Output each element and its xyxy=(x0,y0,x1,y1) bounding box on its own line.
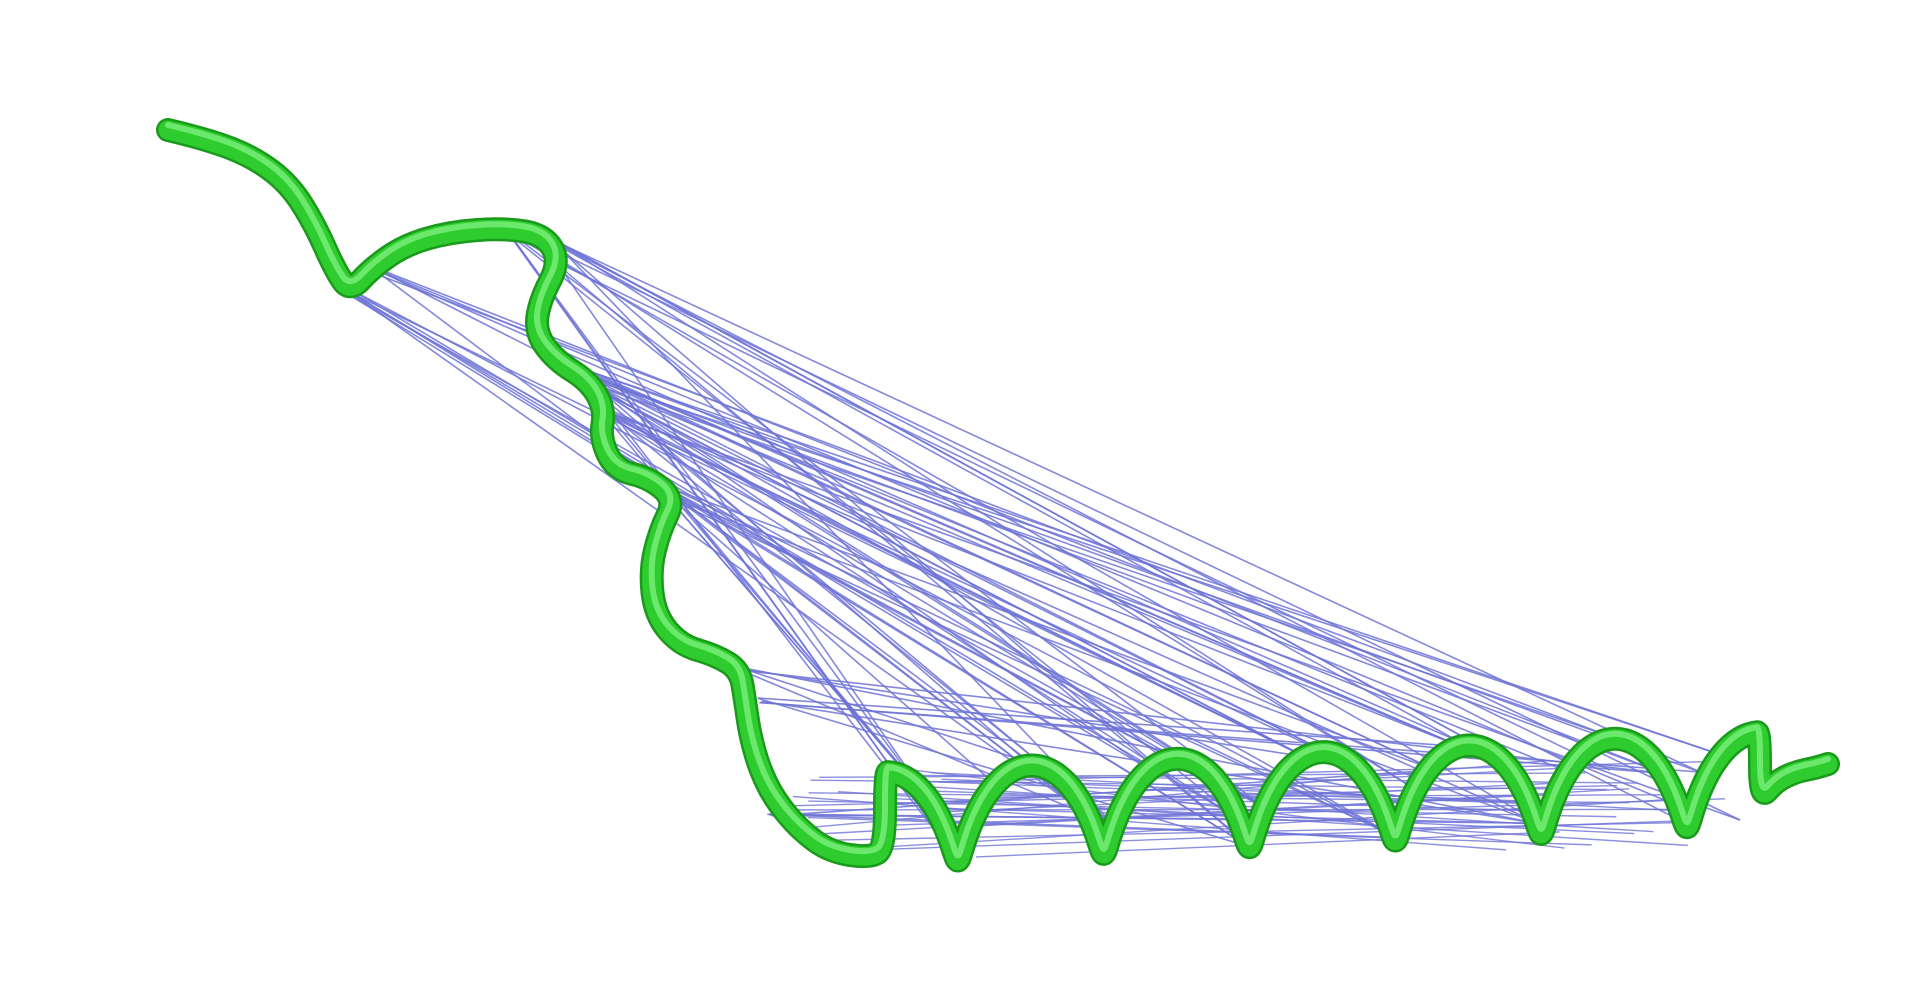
restraint-line xyxy=(606,410,1306,758)
backbone-highlight xyxy=(165,122,1831,859)
restraint-line xyxy=(553,361,1664,775)
restraint-line xyxy=(506,230,938,812)
restraint-line xyxy=(605,411,1741,821)
restraint-line xyxy=(557,361,1569,773)
restraint-line xyxy=(554,358,1722,756)
restraint-line xyxy=(587,383,1306,758)
restraint-line xyxy=(646,476,996,785)
restraint-line xyxy=(738,668,1089,816)
restraint-line xyxy=(556,263,1251,848)
restraint-line xyxy=(349,288,1398,839)
restraint-line xyxy=(591,383,1617,740)
restraint-line xyxy=(347,290,1151,771)
restraint-line xyxy=(505,228,1265,809)
protein-backbone-tube xyxy=(156,118,1840,873)
restraint-line xyxy=(591,382,1357,769)
restraint-line xyxy=(541,234,1701,773)
restraint-line xyxy=(648,479,1436,771)
restraint-line xyxy=(348,294,1251,848)
restraint-line xyxy=(544,233,1417,791)
restraint-line xyxy=(602,408,1461,748)
restraint-line xyxy=(561,263,1611,771)
restraint-line xyxy=(604,406,1546,827)
restraint-line xyxy=(673,498,1546,827)
restraint-line xyxy=(372,272,1617,740)
restraint-line xyxy=(546,238,1685,824)
restraint-line xyxy=(554,356,1436,771)
restraint-line xyxy=(503,224,1417,791)
restraint-line xyxy=(557,358,1701,773)
restraint-line xyxy=(882,798,1726,827)
restraint-line xyxy=(350,292,1089,816)
restraint-line xyxy=(866,796,1706,849)
restraint-line xyxy=(542,236,1511,771)
restraint-line xyxy=(589,380,1089,816)
restraint-line xyxy=(737,666,1047,770)
restraint-line xyxy=(502,228,1546,827)
restraint-line xyxy=(557,356,1461,748)
restraint-line xyxy=(737,667,1305,758)
restraint-line xyxy=(350,288,1239,820)
restraint-line xyxy=(588,379,1203,768)
restraint-line xyxy=(605,410,1048,769)
restraint-line xyxy=(602,407,1265,809)
restraint-line xyxy=(545,234,1521,769)
restraint-line xyxy=(501,224,957,859)
restraint-line xyxy=(556,262,938,812)
restraint-line xyxy=(373,266,1664,775)
restraint-line xyxy=(350,292,1306,758)
